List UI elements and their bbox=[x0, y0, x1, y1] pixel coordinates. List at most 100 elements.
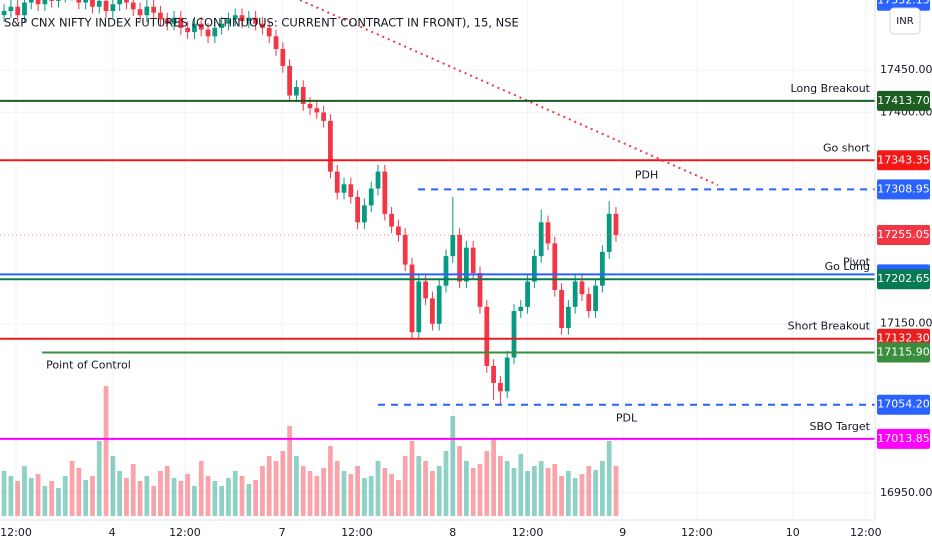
candle-body bbox=[470, 247, 476, 274]
candle-body bbox=[90, 0, 95, 7]
candle-body bbox=[579, 281, 585, 295]
price-box bbox=[877, 394, 930, 415]
candle-body bbox=[613, 213, 619, 235]
candle-body bbox=[402, 234, 408, 265]
x-tick-label: 12:00 bbox=[681, 526, 713, 539]
candle-body bbox=[599, 251, 605, 286]
volume-bar bbox=[62, 476, 68, 516]
volume-bar bbox=[83, 480, 89, 516]
candle-body bbox=[552, 243, 558, 290]
candle-body bbox=[56, 0, 61, 1]
volume-bar bbox=[606, 441, 612, 516]
volume-bar bbox=[96, 441, 102, 516]
candle-body bbox=[504, 357, 510, 392]
candle-body bbox=[219, 23, 225, 28]
volume-bar bbox=[117, 471, 123, 516]
volume-bar bbox=[90, 476, 95, 516]
volume-bar bbox=[1, 471, 7, 516]
candle-body bbox=[185, 27, 191, 33]
volume-bar bbox=[368, 476, 374, 516]
candle-body bbox=[328, 120, 333, 172]
volume-bar bbox=[545, 468, 551, 516]
chart-title: S&P CNX NIFTY INDEX FUTURES (CONTINUOUS:… bbox=[4, 16, 519, 30]
candle-body bbox=[226, 19, 231, 24]
level-label: Point of Control bbox=[46, 359, 131, 372]
volume-bar bbox=[362, 478, 367, 516]
volume-bar bbox=[178, 481, 184, 516]
y-tick-label: 17150.00 bbox=[880, 317, 932, 330]
volume-bar bbox=[124, 478, 129, 516]
candle-body bbox=[532, 256, 537, 282]
volume-bar bbox=[423, 461, 428, 516]
level-label: SBO Target bbox=[809, 420, 870, 433]
price-box bbox=[877, 179, 930, 200]
candle-body bbox=[511, 311, 517, 358]
volume-bar bbox=[300, 466, 306, 516]
volume-bar bbox=[593, 470, 598, 516]
candle-body bbox=[389, 213, 394, 227]
candle-body bbox=[586, 294, 592, 312]
candle-body bbox=[280, 49, 286, 66]
volume-bar bbox=[559, 476, 564, 516]
price-box-label: 17115.90 bbox=[877, 346, 930, 359]
candle-body bbox=[593, 285, 598, 312]
volume-bar bbox=[579, 474, 585, 516]
price-box-label: 17343.35 bbox=[877, 153, 930, 166]
volume-bar bbox=[518, 454, 524, 516]
candle-body bbox=[28, 0, 34, 3]
candle-body bbox=[423, 281, 428, 299]
x-tick-label: 12:00 bbox=[0, 526, 32, 539]
volume-bar bbox=[15, 481, 21, 516]
price-box bbox=[877, 342, 930, 363]
level-label: Go Long bbox=[825, 260, 870, 273]
volume-bar bbox=[103, 386, 109, 516]
candle-body bbox=[117, 0, 123, 5]
candle-body bbox=[178, 17, 184, 28]
volume-bar bbox=[144, 476, 150, 516]
currency-badge[interactable] bbox=[889, 7, 921, 35]
candle-body bbox=[559, 289, 564, 328]
volume-bar bbox=[491, 438, 496, 516]
candle-body bbox=[300, 87, 306, 104]
candle-body bbox=[409, 264, 415, 333]
candle-body bbox=[450, 234, 456, 257]
price-box bbox=[877, 90, 930, 111]
volume-bar bbox=[49, 481, 55, 516]
candle-body bbox=[518, 306, 524, 312]
x-tick-label: 7 bbox=[279, 526, 286, 539]
candle-body bbox=[477, 273, 483, 307]
volume-bar bbox=[599, 461, 605, 516]
volume-bar bbox=[402, 456, 408, 516]
volume-bar bbox=[477, 464, 483, 516]
volume-bar bbox=[192, 486, 197, 516]
volume-bar bbox=[137, 481, 143, 516]
volume-bar bbox=[164, 466, 170, 516]
volume-bar bbox=[260, 466, 265, 516]
volume-bar bbox=[504, 461, 510, 516]
candle-body bbox=[382, 171, 388, 214]
candle-body bbox=[266, 27, 272, 37]
candle-body bbox=[212, 27, 218, 37]
x-tick-label: 12:00 bbox=[850, 526, 882, 539]
candle-body bbox=[239, 15, 245, 22]
candle-body bbox=[103, 0, 109, 11]
candle-body bbox=[42, 0, 48, 5]
candle-body bbox=[565, 306, 571, 328]
plot-area bbox=[1, 0, 619, 516]
level-label: PDL bbox=[616, 412, 638, 425]
volume-bar bbox=[232, 471, 238, 516]
candle-body bbox=[130, 2, 136, 10]
candle-body bbox=[171, 17, 177, 24]
price-box bbox=[877, 428, 930, 449]
volume-bar bbox=[565, 471, 571, 516]
y-tick-label: 17450.00 bbox=[880, 63, 932, 76]
price-box bbox=[877, 224, 930, 245]
trend-line bbox=[299, 0, 719, 186]
price-box-label: 17308.95 bbox=[877, 182, 930, 195]
candle-body bbox=[396, 226, 401, 235]
volume-bar bbox=[56, 488, 61, 516]
volume-bar bbox=[253, 480, 259, 516]
candle-body bbox=[35, 0, 41, 5]
